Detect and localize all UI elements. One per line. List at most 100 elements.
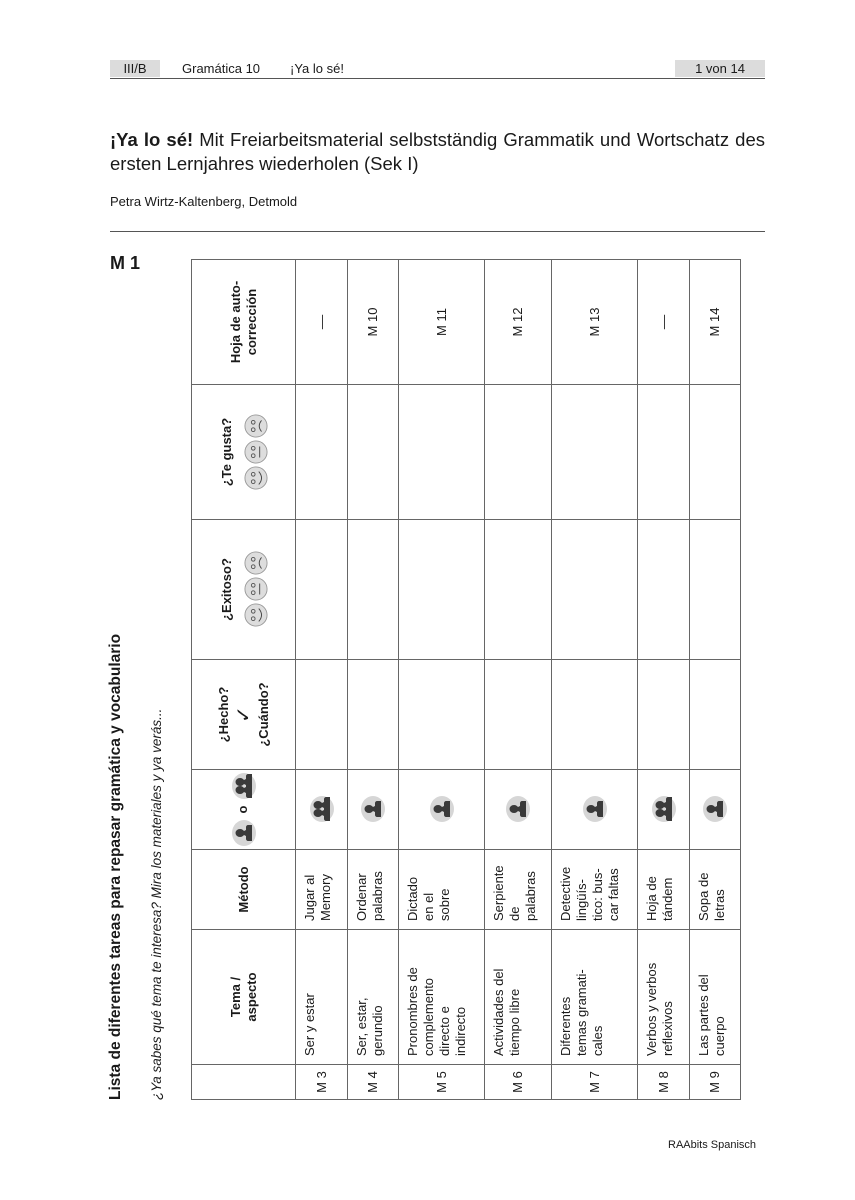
hecho-cell[interactable] <box>551 659 638 770</box>
tema-cell: Las partes del cuerpo <box>689 929 741 1065</box>
metodo-cell: Ordenar palabras <box>347 849 399 930</box>
material-number: M 7 <box>551 1064 638 1100</box>
te-gusta-cell[interactable] <box>637 384 690 520</box>
metodo-cell: Sopa de letras <box>689 849 741 930</box>
pair-persons-icon <box>231 772 256 800</box>
tema-cell: Ser y estar <box>295 929 348 1065</box>
tema-cell: Diferentes temas gramati- cales <box>551 929 638 1065</box>
author: Petra Wirtz-Kaltenberg, Detmold <box>110 194 298 209</box>
exitoso-cell[interactable] <box>551 519 638 660</box>
page-header: III/B Gramática 10 ¡Ya lo sé! 1 von 14 <box>110 60 765 79</box>
exitoso-cell[interactable] <box>484 519 552 660</box>
tema-cell: Ser, estar, gerundio <box>347 929 399 1065</box>
table-header-row: Tema / aspecto Método o ¿Hecho? ✓ ¿Cuánd… <box>191 259 296 1100</box>
hoja-cell: M 13 <box>551 259 638 385</box>
happy-face-icon <box>243 603 268 628</box>
single-person-icon <box>689 769 741 850</box>
header-social: o <box>191 769 296 850</box>
exitoso-label: ¿Exitoso? <box>218 558 234 621</box>
tema-cell: Pronombres de complemento directo e indi… <box>398 929 485 1065</box>
hecho-cell[interactable] <box>347 659 399 770</box>
footer-brand: RAAbits Spanisch <box>668 1139 757 1151</box>
series-label: Gramática 10 <box>182 61 261 76</box>
cuando-label: ¿Cuándo? <box>255 682 271 747</box>
exitoso-cell[interactable] <box>398 519 485 660</box>
hecho-cell[interactable] <box>637 659 690 770</box>
sad-face-icon <box>243 551 268 576</box>
document-title: ¡Ya lo sé! Mit Freiarbeitsmaterial selbs… <box>110 128 765 176</box>
material-label: M 1 <box>110 253 141 273</box>
hoja-cell: M 12 <box>484 259 552 385</box>
table-row: M 3 Ser y estar Jugar al Memory –– <box>295 259 348 1100</box>
single-person-icon <box>551 769 638 850</box>
happy-face-icon <box>243 466 268 490</box>
exitoso-cell[interactable] <box>689 519 741 660</box>
table-row: M 4 Ser, estar, gerundio Ordenar palabra… <box>347 259 399 1100</box>
header-hecho: ¿Hecho? ✓ ¿Cuándo? <box>191 659 296 770</box>
material-number: M 9 <box>689 1064 741 1100</box>
or-label: o <box>234 805 250 814</box>
table-row: M 7 Diferentes temas gramati- cales Dete… <box>551 259 638 1100</box>
te-gusta-cell[interactable] <box>551 384 638 520</box>
te-gusta-cell[interactable] <box>295 384 348 520</box>
list-subtitle: ¿Ya sabes qué tema te interesa? Mira los… <box>149 708 164 1100</box>
exitoso-cell[interactable] <box>347 519 399 660</box>
header-hoja: Hoja de auto- corrección <box>191 259 296 385</box>
sad-face-icon <box>243 414 268 438</box>
table-row: M 5 Pronombres de complemento directo e … <box>398 259 485 1100</box>
hoja-cell: –– <box>637 259 690 385</box>
metodo-cell: Dictado en el sobre <box>398 849 485 930</box>
hoja-cell: M 11 <box>398 259 485 385</box>
hecho-cell[interactable] <box>484 659 552 770</box>
section-label: III/B <box>110 60 160 77</box>
header-metodo: Método <box>191 849 296 930</box>
checkmark-icon: ✓ <box>232 706 255 723</box>
header-te-gusta: ¿Te gusta? <box>191 384 296 520</box>
unit-label: ¡Ya lo sé! <box>290 61 344 76</box>
hecho-cell[interactable] <box>398 659 485 770</box>
te-gusta-cell[interactable] <box>347 384 399 520</box>
tema-cell: Verbos y verbos reflexivos <box>637 929 690 1065</box>
hecho-label: ¿Hecho? <box>215 686 231 743</box>
material-number: M 5 <box>398 1064 485 1100</box>
te-gusta-label: ¿Te gusta? <box>218 417 234 487</box>
list-title: Lista de diferentes tareas para repasar … <box>107 633 124 1100</box>
exitoso-cell[interactable] <box>637 519 690 660</box>
single-person-icon <box>398 769 485 850</box>
metodo-cell: Hoja de tándem <box>637 849 690 930</box>
exitoso-cell[interactable] <box>295 519 348 660</box>
header-empty <box>191 1064 296 1100</box>
material-number: M 4 <box>347 1064 399 1100</box>
hoja-cell: M 14 <box>689 259 741 385</box>
metodo-cell: Serpiente de palabras <box>484 849 552 930</box>
title-bold: ¡Ya lo sé! <box>110 129 194 150</box>
title-rest: Mit Freiarbeitsmaterial selbstständig Gr… <box>110 129 765 174</box>
hecho-cell[interactable] <box>689 659 741 770</box>
neutral-face-icon <box>243 577 268 602</box>
task-table: Tema / aspecto Método o ¿Hecho? ✓ ¿Cuánd… <box>191 259 741 1100</box>
pair-persons-icon <box>295 769 348 850</box>
single-person-icon <box>484 769 552 850</box>
metodo-cell: Jugar al Memory <box>295 849 348 930</box>
te-gusta-cell[interactable] <box>689 384 741 520</box>
table-row: M 9 Las partes del cuerpo Sopa de letras… <box>689 259 741 1100</box>
te-gusta-cell[interactable] <box>398 384 485 520</box>
material-number: M 8 <box>637 1064 690 1100</box>
header-tema: Tema / aspecto <box>191 929 296 1065</box>
page-number: 1 von 14 <box>675 60 765 77</box>
rotated-worksheet: Lista de diferentes tareas para repasar … <box>105 259 765 1100</box>
metodo-cell: Detective lingüís- tico: bus- car faltas <box>551 849 638 930</box>
rating-faces <box>243 520 269 659</box>
material-number: M 6 <box>484 1064 552 1100</box>
tema-cell: Actividades del tiempo libre <box>484 929 552 1065</box>
single-person-icon <box>231 819 256 847</box>
te-gusta-cell[interactable] <box>484 384 552 520</box>
single-person-icon <box>347 769 399 850</box>
hecho-cell[interactable] <box>295 659 348 770</box>
neutral-face-icon <box>243 440 268 464</box>
material-number: M 3 <box>295 1064 348 1100</box>
table-row: M 8 Verbos y verbos reflexivos Hoja de t… <box>637 259 690 1100</box>
table-row: M 6 Actividades del tiempo libre Serpien… <box>484 259 552 1100</box>
hoja-cell: M 10 <box>347 259 399 385</box>
divider <box>110 231 765 232</box>
